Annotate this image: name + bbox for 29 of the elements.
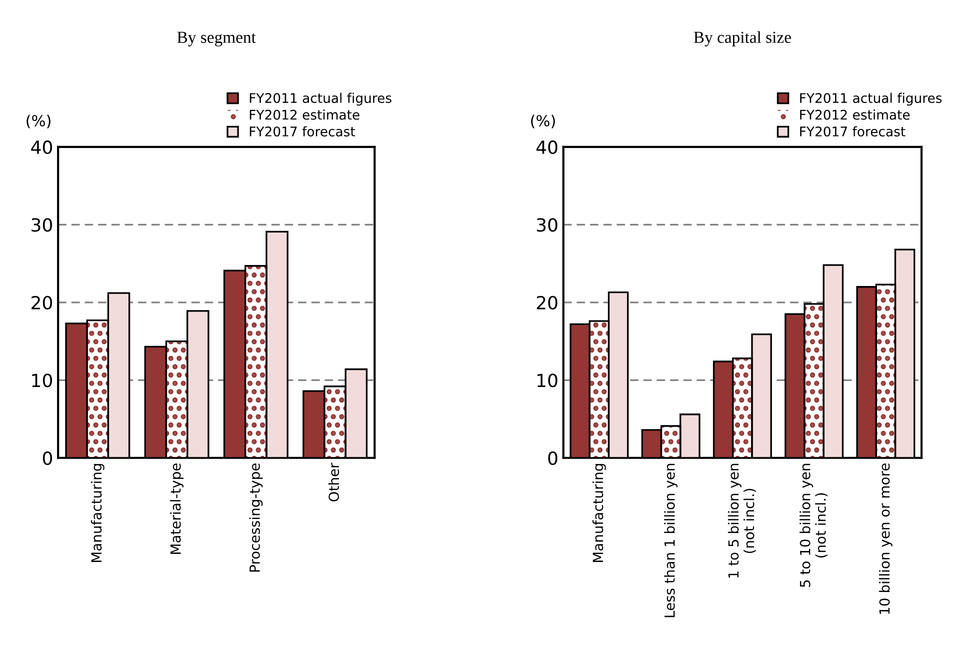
y-tick-label: 30 — [536, 218, 558, 232]
legend-label: FY2011 actual figures — [250, 92, 392, 106]
y-tick-label: 10 — [538, 374, 558, 388]
y-tick-label: 40 — [536, 140, 558, 154]
legend-label: FY2011 actual figures — [800, 92, 942, 106]
x-tick-label: Processing-type — [249, 463, 263, 572]
chart-title: By segment — [177, 32, 256, 46]
x-tick-label: Material-type — [170, 463, 184, 554]
y-tick-label: 20 — [32, 296, 52, 310]
x-tick-label: Manufacturing — [90, 464, 104, 562]
y-tick-label: 30 — [32, 218, 52, 232]
x-tick-label: Other — [328, 462, 340, 502]
y-tick-label: 40 — [31, 140, 52, 154]
y-axis-title: (%) — [531, 114, 555, 128]
legend-label: FY2012 estimate — [800, 110, 910, 120]
x-tick-label: 10 billion yen or more — [879, 463, 892, 614]
y-tick-label: 0 — [42, 451, 52, 466]
legend-label: FY2017 forecast — [250, 126, 356, 136]
x-tick-label: 5 to 10 billion yen (not incl.) — [800, 464, 828, 587]
y-tick-label: 10 — [32, 374, 52, 388]
legend-label: FY2017 forecast — [800, 126, 906, 136]
x-tick-label: 1 to 5 billion yen (not incl.) — [728, 464, 756, 578]
y-tick-label: 0 — [548, 451, 558, 466]
x-tick-label: Less than 1 billion yen — [664, 464, 678, 618]
x-tick-label: Manufacturing — [592, 464, 606, 562]
chart-title: By capital size — [694, 31, 791, 46]
y-axis-title: (%) — [26, 114, 50, 128]
legend-label: FY2012 estimate — [250, 110, 360, 120]
y-tick-label: 20 — [536, 296, 558, 310]
